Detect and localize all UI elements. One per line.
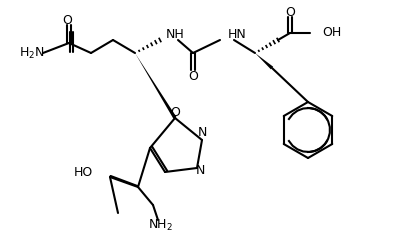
Text: HN: HN xyxy=(228,28,247,42)
Text: NH: NH xyxy=(166,28,185,42)
Text: OH: OH xyxy=(322,26,341,40)
Text: HO: HO xyxy=(74,166,93,179)
Text: O: O xyxy=(170,106,180,120)
Text: O: O xyxy=(285,6,295,20)
Text: O: O xyxy=(62,14,72,26)
Text: H$_2$N: H$_2$N xyxy=(19,46,45,60)
Text: N: N xyxy=(197,126,207,140)
Text: NH$_2$: NH$_2$ xyxy=(148,218,173,232)
Text: O: O xyxy=(188,70,198,82)
Polygon shape xyxy=(255,53,273,69)
Polygon shape xyxy=(135,53,177,119)
Text: N: N xyxy=(195,164,205,176)
